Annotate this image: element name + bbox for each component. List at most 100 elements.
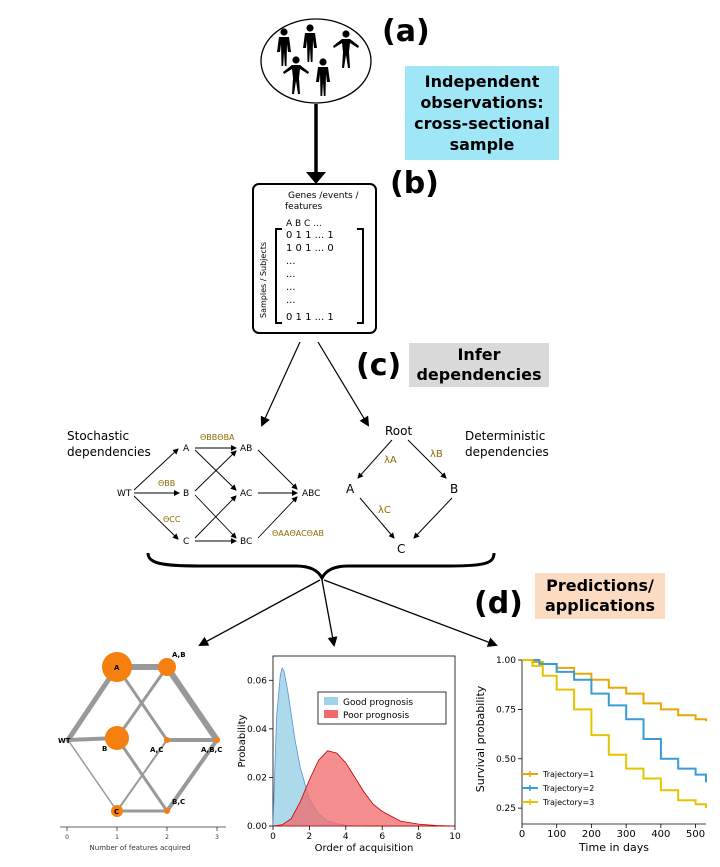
x-tick-label: 4	[343, 832, 349, 842]
x-tick-label: 6	[379, 832, 385, 842]
legend-box	[317, 691, 447, 725]
legend-label: Trajectory=3	[542, 798, 594, 807]
matrix-left-bracket	[275, 228, 282, 324]
matrix-row: ...	[286, 282, 296, 293]
arrow-to-stochastic	[260, 341, 301, 427]
node-abc: ABC	[302, 489, 320, 499]
box-line: applications	[545, 596, 655, 615]
lambda-a: λA	[384, 455, 397, 466]
network-label: WT	[58, 737, 71, 745]
y-axis-label: Probability	[237, 714, 248, 767]
x-tick-label: 2	[307, 832, 313, 842]
node-bc: BC	[240, 537, 252, 547]
density-chart: 0 2 4 6 8 10 0.00 0.02 0.04 0.06 Order of acquisit…	[237, 655, 461, 854]
legend-label: Trajectory=1	[542, 770, 594, 779]
matrix-header-line2: features	[285, 202, 322, 212]
network-tick: 0	[65, 834, 69, 841]
node-a: A	[183, 444, 190, 454]
matrix-box	[252, 183, 377, 334]
top-diagram: Genes /events / features Samples / Subje…	[67, 18, 549, 582]
network-label: A,C	[150, 746, 163, 754]
node-ac: AC	[240, 489, 252, 499]
node-root: Root	[385, 424, 412, 438]
legend-swatch	[324, 710, 338, 718]
theta-aa-ac-ab: ΘAAΘACΘAB	[272, 529, 324, 538]
x-tick-label: 300	[617, 829, 636, 840]
network-node-a	[102, 652, 132, 682]
legend-swatch	[324, 697, 338, 705]
arrow-to-deterministic	[317, 341, 370, 427]
y-tick-label: 0.06	[247, 676, 267, 686]
node-c: C	[397, 542, 405, 556]
x-tick-label: 0	[270, 832, 276, 842]
panel-label-c: (c)	[356, 348, 402, 383]
lambda-c: λC	[378, 505, 391, 516]
network-label: A,B	[172, 651, 186, 659]
box-line: Infer	[457, 345, 501, 364]
matrix-row: ...	[286, 256, 296, 267]
x-tick-label: 100	[547, 829, 566, 840]
x-axis-label: Order of acquisition	[315, 843, 414, 854]
panel-label-a: (a)	[382, 14, 430, 49]
x-tick-label: 0	[519, 829, 525, 840]
matrix-row: A B C ...	[286, 219, 322, 229]
legend-label: Trajectory=2	[542, 784, 594, 793]
network-xlabel: Number of features acquired	[90, 844, 191, 852]
matrix-row: 1 0 1 ... 0	[286, 243, 334, 254]
y-tick-label: 1.00	[496, 656, 516, 666]
network-node-bc	[164, 808, 170, 814]
legend: Trajectory=1 Trajectory=2 Trajectory=3	[522, 770, 594, 807]
x-tick-label: 400	[651, 829, 670, 840]
panel-label-d: (d)	[474, 586, 523, 621]
y-tick-label: 0.00	[247, 822, 267, 832]
x-tick-label: 200	[582, 829, 601, 840]
y-tick-label: 0.25	[496, 804, 516, 814]
box-line: dependencies	[416, 365, 542, 384]
y-axis-label: Survival probability	[474, 685, 487, 792]
network-tick: 3	[215, 834, 219, 841]
node-b: B	[450, 482, 458, 496]
stochastic-title-line1: Stochastic	[67, 429, 129, 443]
theta-cc: ΘCC	[163, 515, 181, 524]
density-area-poor	[272, 750, 456, 827]
theta-bb-ba: ΘBBΘBA	[200, 433, 235, 442]
matrix-header-line1: Genes /events /	[288, 191, 360, 201]
x-tick-label: 8	[416, 832, 422, 842]
network-label: C	[114, 808, 119, 816]
deterministic-title-line1: Deterministic	[465, 429, 545, 443]
y-tick-label: 0.50	[496, 755, 516, 765]
y-tick-label: 0.02	[247, 773, 267, 783]
predictions-applications-box: Predictions/ applications	[535, 573, 665, 619]
node-a: A	[346, 482, 355, 496]
network-node-c	[111, 805, 123, 817]
network-label: B,C	[172, 798, 185, 806]
box-line: Independent	[424, 72, 540, 91]
curly-brace	[146, 552, 496, 582]
population-ellipse	[260, 18, 372, 104]
box-line: Predictions/	[546, 576, 654, 595]
legend: Good prognosis Poor prognosis	[317, 691, 447, 725]
arrow-to-survival	[323, 579, 498, 647]
survival-chart: 0 100 200 300 400 500 0.25 0.50 0.75 1.00 Time in …	[474, 656, 707, 854]
node-ab: AB	[240, 444, 252, 454]
y-tick-label: 0.75	[496, 705, 516, 715]
box-line: observations:	[420, 93, 544, 112]
node-b: B	[183, 489, 189, 499]
legend-label: Poor prognosis	[343, 711, 410, 721]
theta-bb: ΘBB	[158, 479, 175, 488]
arrow-to-network	[198, 579, 321, 646]
network-tick: 2	[165, 834, 169, 841]
network-label: A,B,C	[201, 746, 222, 754]
matrix-right-bracket	[357, 228, 364, 324]
box-line: cross-sectional	[414, 114, 550, 133]
panel-label-b: (b)	[390, 166, 439, 201]
box-line: sample	[449, 135, 515, 154]
arrow-to-density	[321, 579, 338, 647]
x-tick-label: 500	[686, 829, 705, 840]
matrix-row: 0 1 1 ... 1	[286, 230, 334, 241]
deterministic-title-line2: dependencies	[465, 445, 549, 459]
node-wt: WT	[117, 489, 132, 499]
x-tick-label: 10	[449, 832, 461, 842]
survival-line-3	[522, 659, 707, 809]
lambda-b: λB	[430, 449, 443, 460]
